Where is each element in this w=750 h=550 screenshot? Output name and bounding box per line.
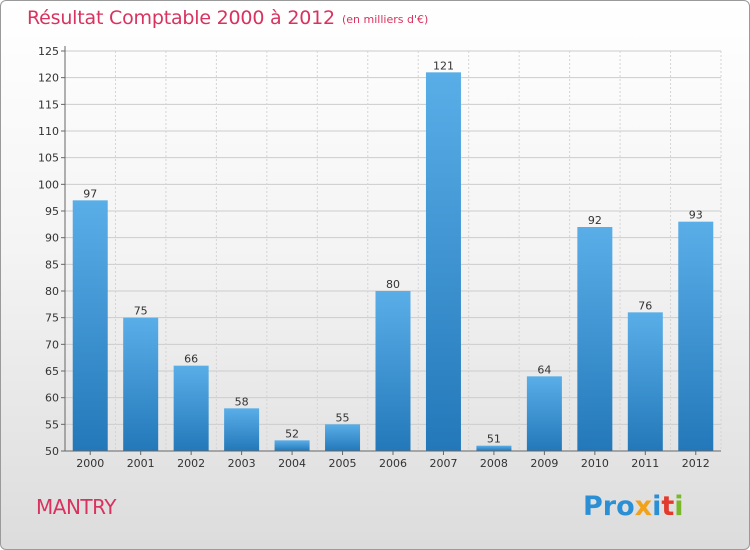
bar-2007 — [425, 72, 461, 451]
y-tick-label: 65 — [45, 365, 59, 378]
value-label-2000: 97 — [83, 187, 97, 200]
x-tick-label-2009: 2009 — [530, 457, 558, 470]
y-tick-label: 110 — [38, 125, 59, 138]
y-tick-label: 125 — [38, 45, 59, 58]
bar-2012 — [678, 221, 714, 451]
value-label-2006: 80 — [386, 278, 400, 291]
y-tick-label: 60 — [45, 392, 59, 405]
bar-2008 — [476, 445, 512, 451]
x-tick-label-2006: 2006 — [379, 457, 407, 470]
bar-2009 — [526, 376, 562, 451]
x-tick-label-2007: 2007 — [429, 457, 457, 470]
proxiti-logo: Proxiti — [583, 491, 684, 522]
bar-2001 — [123, 317, 159, 451]
x-tick-label-2008: 2008 — [480, 457, 508, 470]
value-label-2009: 64 — [537, 363, 551, 376]
x-tick-label-2010: 2010 — [581, 457, 609, 470]
value-label-2002: 66 — [184, 353, 198, 366]
y-tick-label: 55 — [45, 418, 59, 431]
value-label-2011: 76 — [638, 299, 652, 312]
x-tick-label-2012: 2012 — [682, 457, 710, 470]
value-label-2005: 55 — [336, 411, 350, 424]
x-tick-label-2004: 2004 — [278, 457, 306, 470]
bar-2010 — [577, 227, 613, 451]
bar-2005 — [325, 424, 361, 451]
bar-2003 — [224, 408, 260, 451]
bar-2011 — [627, 312, 663, 451]
y-tick-label: 90 — [45, 232, 59, 245]
value-label-2010: 92 — [588, 214, 602, 227]
x-tick-label-2011: 2011 — [631, 457, 659, 470]
y-tick-label: 75 — [45, 312, 59, 325]
y-tick-label: 105 — [38, 152, 59, 165]
bar-2002 — [173, 365, 209, 451]
x-tick-label-2003: 2003 — [228, 457, 256, 470]
value-label-2008: 51 — [487, 433, 501, 446]
y-tick-label: 50 — [45, 445, 59, 458]
y-tick-label: 85 — [45, 258, 59, 271]
bar-2006 — [375, 291, 411, 451]
chart-subtitle: (en milliers d'€) — [342, 13, 429, 26]
y-tick-label: 95 — [45, 205, 59, 218]
x-tick-label-2005: 2005 — [329, 457, 357, 470]
y-tick-label: 120 — [38, 72, 59, 85]
value-label-2001: 75 — [134, 305, 148, 318]
x-tick-label-2002: 2002 — [177, 457, 205, 470]
value-label-2004: 52 — [285, 427, 299, 440]
bar-2000 — [72, 200, 108, 451]
bar-2004 — [274, 440, 310, 451]
x-tick-label-2000: 2000 — [76, 457, 104, 470]
chart-title: Résultat Comptable 2000 à 2012 — [27, 7, 335, 29]
y-tick-label: 80 — [45, 285, 59, 298]
y-tick-label: 70 — [45, 338, 59, 351]
value-label-2012: 93 — [689, 209, 703, 222]
y-tick-label: 115 — [38, 98, 59, 111]
x-tick-label-2001: 2001 — [127, 457, 155, 470]
town-name: MANTRY — [36, 495, 116, 519]
value-label-2003: 58 — [235, 395, 249, 408]
value-label-2007: 121 — [433, 59, 454, 72]
y-tick-label: 100 — [38, 178, 59, 191]
